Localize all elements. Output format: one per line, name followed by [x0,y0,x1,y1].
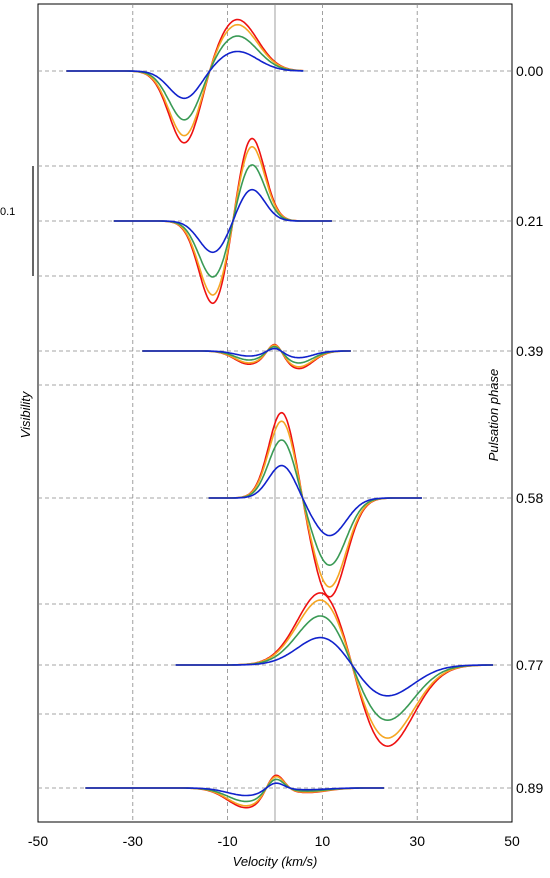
x-axis-title: Velocity (km/s) [233,854,318,869]
y2-axis-title: Pulsation phase [486,369,501,462]
profile-curve-1 [66,18,304,144]
profile-curve-4 [85,782,384,797]
x-tick-label: 10 [315,833,331,849]
y-axis-title: Visibility [18,390,33,438]
visibility-scale-bar: 0.1 [0,166,34,276]
phase-label: 0.89 [516,780,543,796]
profile-curve-2 [66,23,304,137]
profile-curve-1 [208,411,422,598]
profile-curve-4 [66,50,304,100]
x-tick-label: -30 [123,833,143,849]
profile-curve-4 [113,188,332,254]
profile-curve-4 [175,636,493,697]
profile-curve-4 [142,347,351,359]
gridlines [38,4,512,822]
phase-labels: 0.00 0.21 0.39 0.58 0.77 0.89 [516,63,543,796]
phase-label: 0.77 [516,657,543,673]
phase-label: 0.21 [516,213,543,229]
phase-label: 0.58 [516,490,543,506]
profile-curve-3 [85,778,384,803]
x-tick-labels: -50 -30 -10 10 30 50 [28,833,520,849]
profile-curve-3 [208,439,422,567]
profile-curve-3 [66,35,304,121]
phase-label: 0.00 [516,63,543,79]
x-tick-label: -50 [28,833,48,849]
profile-curve-4 [208,464,422,537]
profile-curves [66,18,494,809]
scale-bar-label: 0.1 [0,206,15,218]
x-tick-label: 50 [504,833,520,849]
profile-curve-2 [85,775,384,807]
profile-curve-2 [175,599,494,739]
profile-curve-3 [142,345,351,364]
phase-label: 0.39 [516,343,543,359]
x-tick-label: -10 [217,833,237,849]
x-tick-label: 30 [409,833,425,849]
